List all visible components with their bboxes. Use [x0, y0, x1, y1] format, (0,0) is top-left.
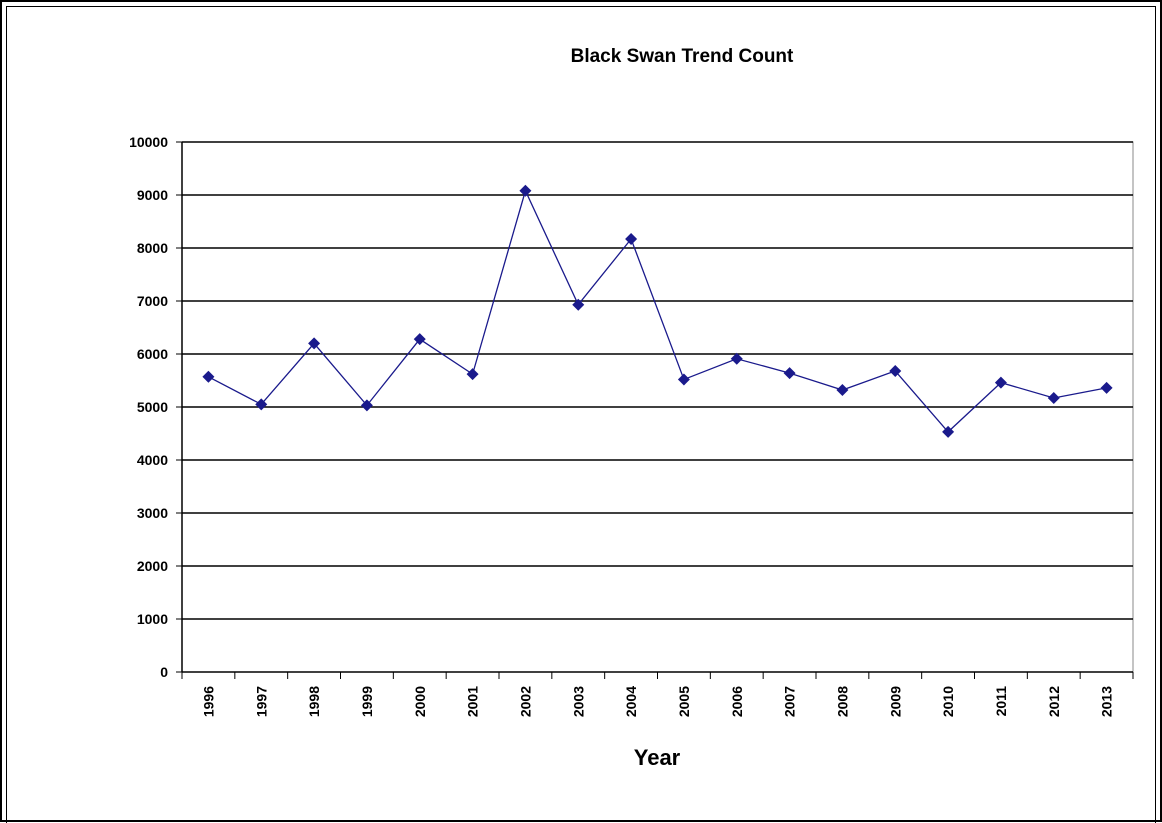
y-tick-label: 3000 — [137, 505, 168, 521]
x-axis-label: Year — [634, 745, 681, 770]
x-tick-label: 2012 — [1046, 686, 1062, 717]
data-point — [836, 384, 849, 397]
chart-area-border — [6, 6, 1156, 823]
x-tick-label: 1997 — [253, 686, 269, 717]
data-point — [677, 373, 690, 386]
data-point — [942, 425, 955, 438]
data-point — [889, 364, 902, 377]
x-tick-label: 2011 — [993, 686, 1009, 717]
x-tick-label: 2009 — [887, 686, 903, 717]
y-tick-label: 0 — [160, 664, 168, 680]
data-point — [1047, 391, 1060, 404]
y-tick-label: 10000 — [129, 134, 168, 150]
x-tick-label: 2000 — [412, 686, 428, 717]
data-point — [625, 232, 638, 245]
x-tick-label: 2013 — [1099, 686, 1115, 717]
data-point — [360, 399, 373, 412]
chart-title: Black Swan Trend Count — [571, 46, 794, 67]
axes: 0 1000 2000 3000 4000 5000 6000 7000 8000 9000 100… — [129, 134, 1134, 717]
series-layer — [202, 184, 1113, 438]
x-tick-label: 1999 — [359, 686, 375, 717]
x-tick-label: 1996 — [200, 686, 216, 717]
data-point — [783, 367, 796, 380]
y-tick-label: 1000 — [137, 611, 168, 627]
gridlines — [182, 141, 1133, 620]
x-tick-label: 2008 — [834, 686, 850, 717]
y-tick-label: 5000 — [137, 399, 168, 415]
x-tick-label: 2002 — [517, 686, 533, 717]
x-tick-label: 2001 — [465, 686, 481, 717]
data-point — [1100, 381, 1113, 394]
y-tick-label: 8000 — [137, 240, 168, 256]
x-tick-label: 2010 — [940, 686, 956, 717]
x-tick-label: 2007 — [782, 686, 798, 717]
series-line — [208, 188, 1107, 433]
x-tick-label: 1998 — [306, 686, 322, 717]
y-tick-label: 4000 — [137, 452, 168, 468]
data-point — [308, 337, 321, 350]
x-tick-label: 2004 — [623, 686, 639, 717]
y-tick-label: 6000 — [137, 346, 168, 362]
data-point — [202, 370, 215, 383]
data-point — [466, 368, 479, 381]
x-tick-label: 2005 — [676, 686, 692, 717]
y-tick-label: 7000 — [137, 293, 168, 309]
data-point — [730, 352, 743, 365]
data-point — [413, 333, 426, 346]
data-point — [572, 298, 585, 311]
data-point — [519, 184, 532, 197]
data-point — [994, 376, 1007, 389]
x-tick-label: 2003 — [570, 686, 586, 717]
y-tick-label: 9000 — [137, 187, 168, 203]
y-tick-label: 2000 — [137, 558, 168, 574]
data-point — [255, 398, 268, 411]
x-tick-label: 2006 — [729, 686, 745, 717]
